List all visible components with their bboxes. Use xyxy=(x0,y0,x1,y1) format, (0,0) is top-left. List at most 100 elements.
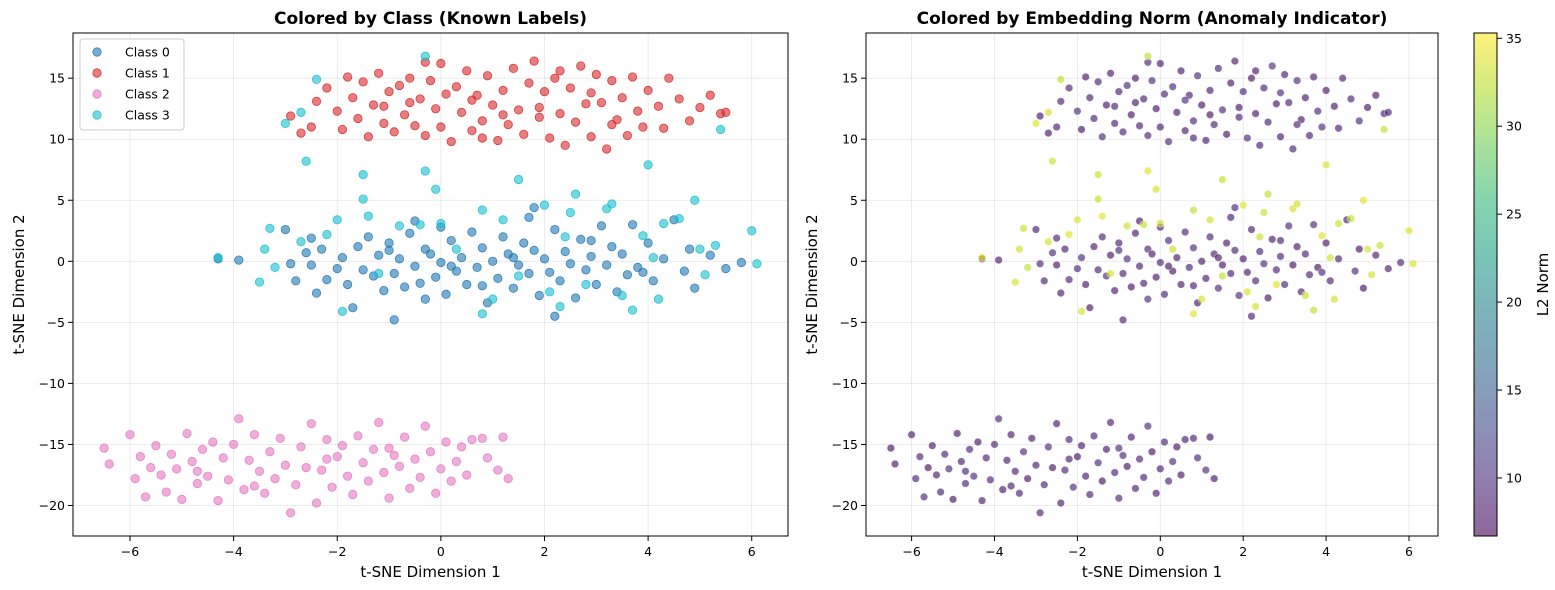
anomaly-point xyxy=(1375,241,1385,250)
norm-point xyxy=(1040,480,1049,489)
class-3-point xyxy=(539,200,550,210)
class-0-point xyxy=(446,235,456,246)
class-2-point xyxy=(482,453,493,463)
norm-point xyxy=(886,443,895,453)
norm-chart-xtick-label: −2 xyxy=(1068,544,1086,559)
legend-label-class-0: Class 0 xyxy=(125,45,170,60)
norm-point xyxy=(1114,246,1123,255)
class-3-point xyxy=(374,268,384,279)
anomaly-point xyxy=(1139,220,1148,229)
norm-point xyxy=(1305,131,1314,140)
norm-point xyxy=(1065,83,1074,93)
class-2-point xyxy=(161,487,171,497)
class-chart-ytick-label: −10 xyxy=(39,376,65,391)
norm-point xyxy=(1052,234,1061,243)
norm-point xyxy=(1027,434,1036,443)
class-2-point xyxy=(441,437,451,447)
norm-point xyxy=(1292,242,1302,251)
norm-point xyxy=(957,457,966,466)
class-1-point xyxy=(420,130,430,141)
class-0-point xyxy=(498,232,508,242)
class-3-point xyxy=(648,253,658,263)
norm-point xyxy=(1309,72,1318,82)
class-2-point xyxy=(456,442,467,452)
class-3-point xyxy=(513,271,524,281)
norm-point xyxy=(1334,254,1343,263)
class-1-point xyxy=(565,83,575,93)
class-1-point xyxy=(431,104,441,114)
norm-point xyxy=(1118,451,1128,460)
class-2-point xyxy=(239,485,249,495)
class-1-point xyxy=(415,94,425,104)
colorbar-gradient xyxy=(1474,33,1497,536)
norm-point xyxy=(948,495,958,504)
norm-point xyxy=(1181,435,1190,444)
class-2-point xyxy=(317,465,327,475)
norm-point xyxy=(1247,74,1256,83)
norm-point xyxy=(1065,275,1074,284)
anomaly-point xyxy=(1152,185,1161,194)
norm-point xyxy=(1131,98,1140,107)
norm-point xyxy=(1330,102,1339,111)
norm-point xyxy=(1052,260,1061,270)
class-1-point xyxy=(550,73,560,83)
anomaly-point xyxy=(1189,205,1198,215)
legend-box xyxy=(79,38,185,131)
norm-point xyxy=(1139,473,1148,482)
class-0-point xyxy=(436,257,446,268)
norm-point xyxy=(1268,235,1277,244)
norm-point xyxy=(1384,108,1393,117)
norm-point xyxy=(1176,470,1186,480)
class-1-point xyxy=(368,100,379,110)
class-1-point xyxy=(441,89,451,99)
norm-chart-ytick-label: −15 xyxy=(832,437,858,452)
norm-point xyxy=(1321,86,1331,95)
norm-point xyxy=(1139,94,1148,104)
class-0-point xyxy=(721,264,731,274)
norm-chart-xtick-label: −4 xyxy=(985,544,1003,559)
norm-point xyxy=(1263,293,1273,303)
norm-chart-frame xyxy=(865,32,1439,537)
norm-point xyxy=(1164,137,1173,146)
norm-point xyxy=(1272,265,1281,274)
class-chart-ytick-label: 0 xyxy=(57,254,65,269)
anomaly-point xyxy=(1309,306,1318,315)
norm-point xyxy=(924,463,933,472)
class-2-point xyxy=(125,430,135,440)
class-2-point xyxy=(172,464,182,474)
norm-point xyxy=(1210,120,1219,129)
class-0-point xyxy=(399,282,410,292)
class-0-point xyxy=(529,202,539,213)
anomaly-point xyxy=(1168,244,1177,254)
anomaly-point xyxy=(1292,199,1302,209)
anomaly-point xyxy=(1011,277,1020,287)
class-0-point xyxy=(529,245,539,255)
anomaly-point xyxy=(1272,280,1281,289)
norm-point xyxy=(990,440,999,449)
class-1-point xyxy=(389,127,399,137)
norm-point xyxy=(1371,91,1380,100)
anomaly-point xyxy=(1023,263,1032,272)
norm-point xyxy=(1160,437,1169,447)
class-1-point xyxy=(322,83,332,93)
anomaly-point xyxy=(1404,226,1414,235)
class-0-point xyxy=(389,315,399,325)
class-0-point xyxy=(565,259,575,269)
colorbar-tick-label: 20 xyxy=(1506,295,1522,310)
norm-point xyxy=(1384,264,1393,273)
norm-point xyxy=(1317,268,1327,277)
norm-point xyxy=(1052,419,1061,428)
norm-point xyxy=(1081,72,1090,82)
norm-point xyxy=(1181,96,1190,105)
norm-point xyxy=(919,492,929,502)
norm-point xyxy=(1114,443,1123,453)
norm-point xyxy=(1118,315,1128,325)
class-1-point xyxy=(488,100,498,110)
norm-point xyxy=(1077,441,1086,450)
norm-point xyxy=(1094,458,1103,467)
norm-chart-ytick-label: −5 xyxy=(840,315,858,330)
class-chart-ytick-label: −15 xyxy=(39,437,65,452)
norm-point xyxy=(1048,248,1057,257)
class-1-point xyxy=(337,124,348,135)
class-0-point xyxy=(513,260,524,270)
